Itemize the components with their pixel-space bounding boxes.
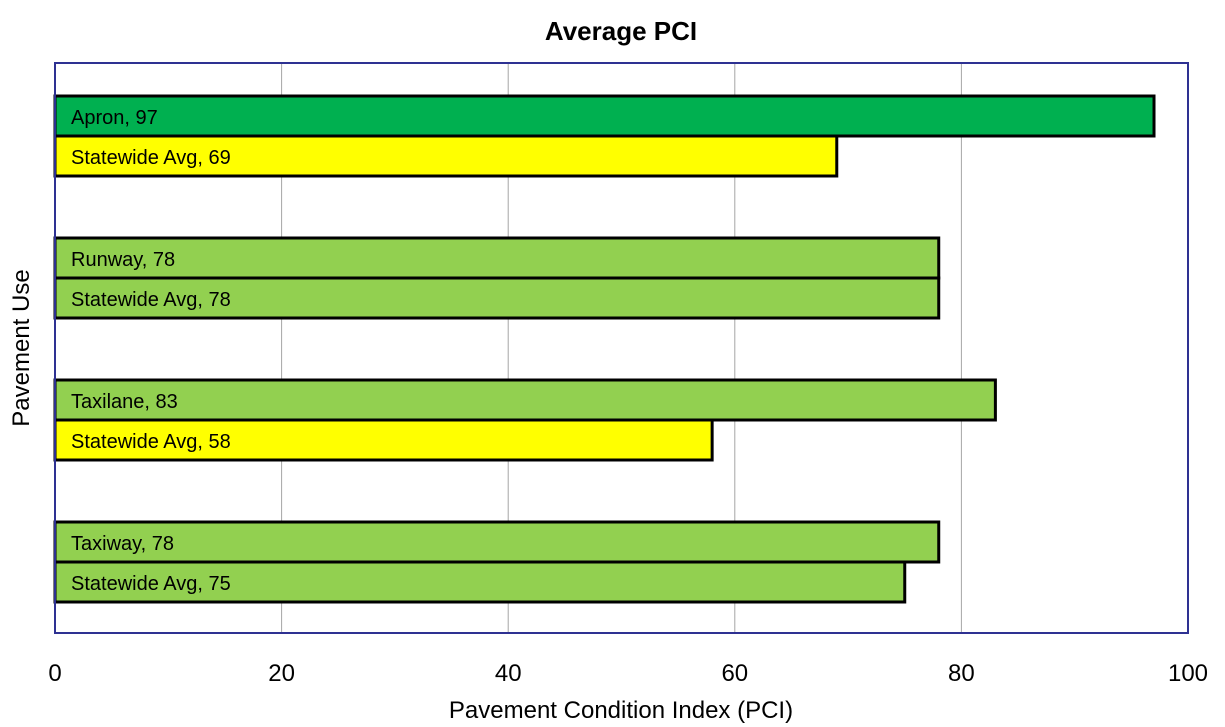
x-tick-label: 100 bbox=[1168, 660, 1208, 687]
bar bbox=[53, 94, 1156, 138]
bar-data-label: Taxilane, 83 bbox=[71, 391, 178, 413]
bar-group: Statewide Avg, 69 bbox=[53, 134, 839, 178]
chart-title: Average PCI bbox=[545, 16, 697, 46]
bar-data-label: Statewide Avg, 69 bbox=[71, 147, 231, 169]
bar-data-label: Taxiway, 78 bbox=[71, 533, 174, 555]
bar bbox=[53, 378, 997, 422]
bar-data-label: Runway, 78 bbox=[71, 249, 175, 271]
bars: Apron, 97 Statewide Avg, 69 Runway, 78 Stat… bbox=[53, 94, 1156, 604]
bar-data-label: Apron, 97 bbox=[71, 107, 158, 129]
x-tick-label: 40 bbox=[495, 660, 522, 687]
x-tick-label: 0 bbox=[48, 660, 61, 687]
bar-group: Taxilane, 83 bbox=[53, 378, 997, 422]
bar-group: Statewide Avg, 75 bbox=[53, 560, 907, 604]
bar-group: Taxiway, 78 bbox=[53, 520, 941, 564]
bar-data-label: Statewide Avg, 78 bbox=[71, 289, 231, 311]
x-tick-label: 20 bbox=[268, 660, 295, 687]
bar bbox=[53, 276, 941, 320]
bar bbox=[53, 236, 941, 280]
bar bbox=[53, 418, 714, 462]
bar-data-label: Statewide Avg, 75 bbox=[71, 573, 231, 595]
bar-group: Statewide Avg, 58 bbox=[53, 418, 714, 462]
bar-group: Runway, 78 bbox=[53, 236, 941, 280]
bar bbox=[53, 134, 839, 178]
bar-group: Statewide Avg, 78 bbox=[53, 276, 941, 320]
y-axis-label: Pavement Use bbox=[8, 269, 35, 426]
bar-data-label: Statewide Avg, 58 bbox=[71, 431, 231, 453]
x-tick-labels: 0 20 40 60 80 100 bbox=[48, 660, 1208, 687]
bar bbox=[53, 520, 941, 564]
x-axis-label: Pavement Condition Index (PCI) bbox=[449, 697, 793, 724]
plot-area-border bbox=[54, 62, 1189, 634]
x-tick-label: 60 bbox=[721, 660, 748, 687]
x-tick-label: 80 bbox=[948, 660, 975, 687]
bar-group: Apron, 97 bbox=[53, 94, 1156, 138]
